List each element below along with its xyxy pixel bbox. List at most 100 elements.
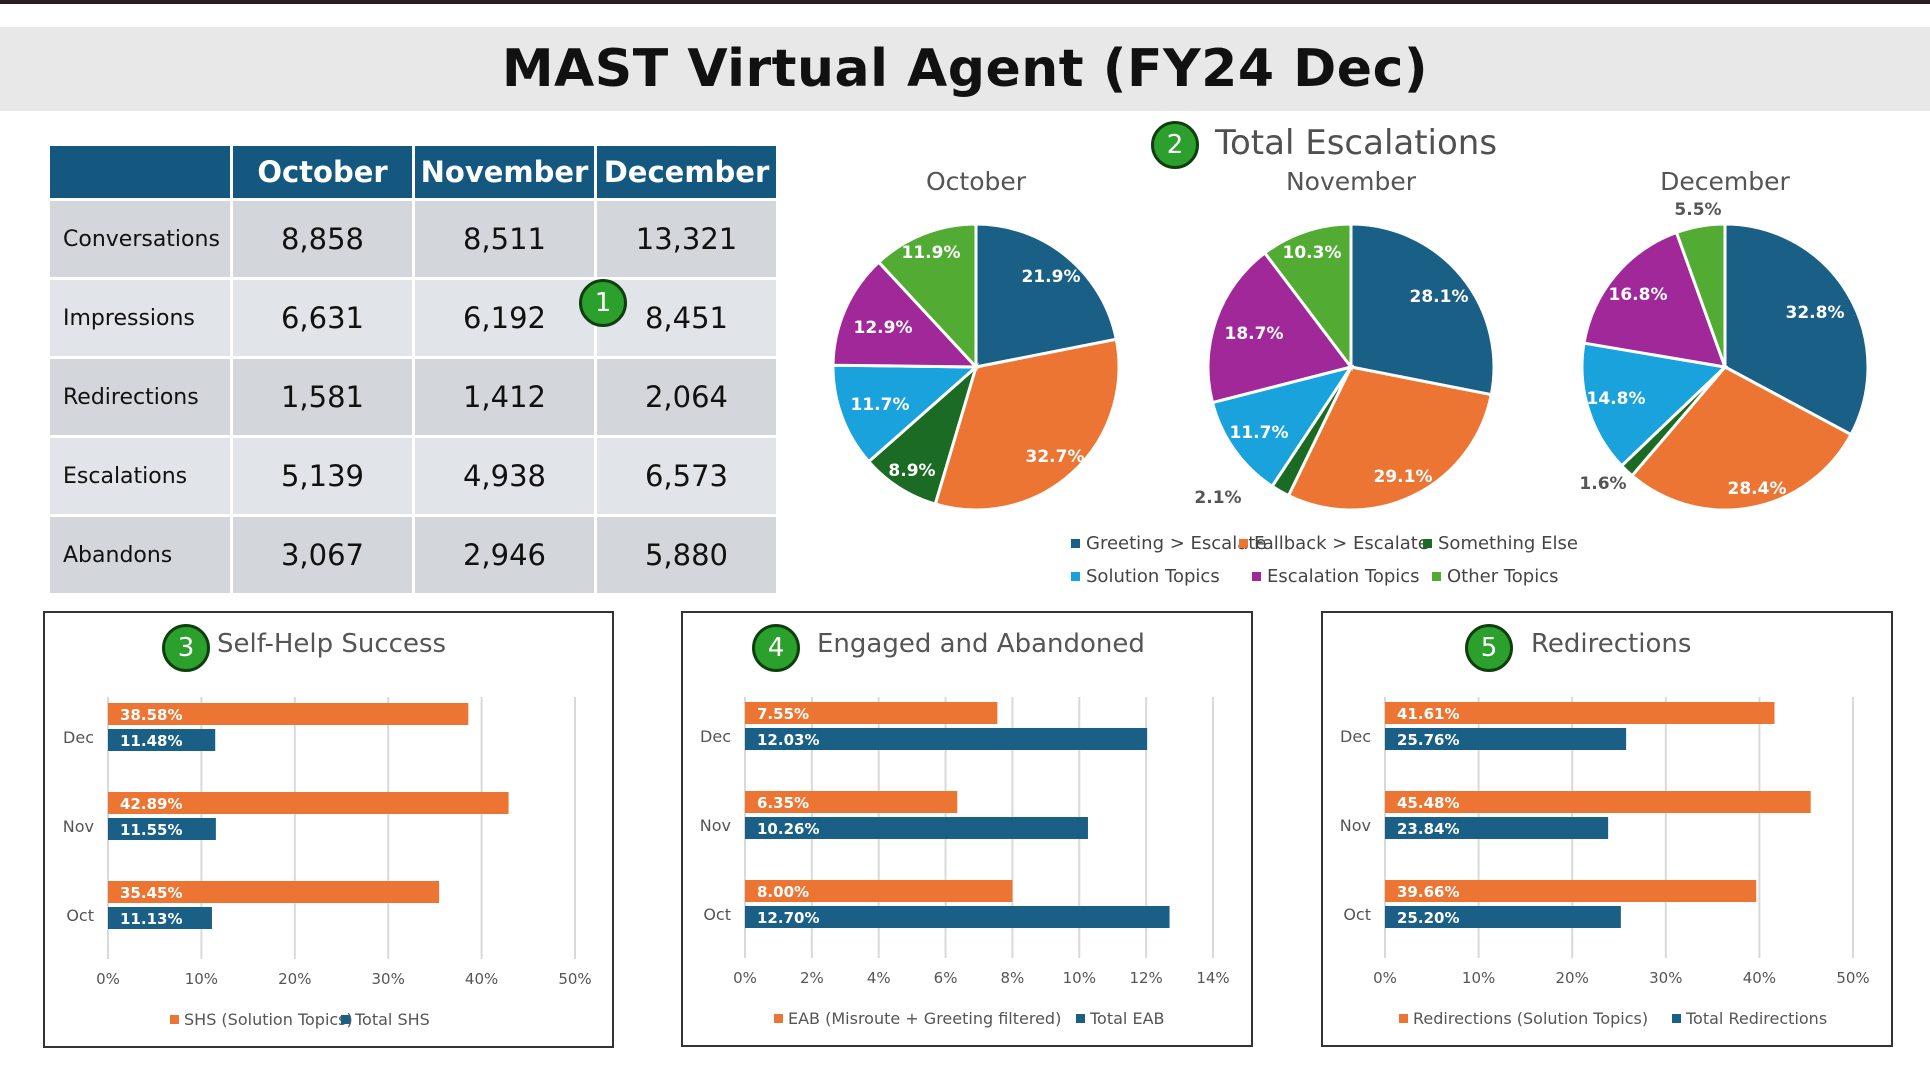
table-cell: 1,412	[415, 359, 594, 435]
pie-data-label: 16.8%	[1609, 285, 1668, 305]
legend-swatch	[1399, 1014, 1408, 1023]
table-header-row: October November December	[50, 146, 776, 198]
escalations-legend: Greeting > EscalateFallback > Escalate So…	[1071, 533, 1578, 587]
row-label: Impressions	[50, 280, 230, 356]
x-tick-label: 10%	[1063, 969, 1096, 987]
engaged-chart: 0% 2% 4% 6% 8% 10% 12% 14% Dec 7.55% 12.03% Nov 6.35…	[700, 697, 1230, 1028]
pie-slice	[1674, 222, 1727, 368]
bar	[108, 703, 469, 725]
legend-item: Escalation Topics	[1252, 566, 1432, 587]
x-tick-label: 30%	[1649, 969, 1682, 987]
legend-swatch	[170, 1015, 179, 1024]
pie-data-label: 28.1%	[1410, 287, 1469, 307]
table-cell: 2,946	[415, 517, 594, 593]
x-tick-label: 30%	[372, 970, 405, 988]
bar	[745, 728, 1148, 750]
legend-swatch	[1672, 1014, 1681, 1023]
pie-slice	[1286, 365, 1494, 512]
x-tick-label: 10%	[185, 970, 218, 988]
table-cell: 2,064	[597, 359, 776, 435]
pie-data-label: 5.5%	[1674, 200, 1721, 220]
legend-item: Fallback > Escalate	[1239, 533, 1429, 554]
table-header-corner	[50, 146, 230, 198]
badge-4: 4	[752, 624, 800, 672]
engaged-title: Engaged and Abandoned	[817, 629, 1145, 659]
row-label: Abandons	[50, 517, 230, 593]
bar-data-label: 11.13%	[120, 910, 182, 928]
self-help-chart: 0% 10% 20% 30% 40% 50% Dec 38.58% 11.48% Nov 42.89…	[63, 697, 592, 1029]
bar-data-label: 7.55%	[757, 705, 809, 723]
bar	[745, 906, 1170, 928]
bar	[108, 792, 509, 814]
pie-data-label: 32.8%	[1786, 303, 1845, 323]
pie-slice	[866, 362, 979, 506]
legend-label: Solution Topics	[1086, 566, 1220, 587]
legend-label: Total Redirections	[1685, 1009, 1827, 1028]
pie-data-label: 29.1%	[1374, 467, 1433, 487]
y-category-label: Nov	[63, 817, 94, 836]
bar-data-label: 35.45%	[120, 884, 182, 902]
bar	[108, 881, 440, 903]
x-tick-label: 40%	[465, 970, 498, 988]
x-tick-label: 20%	[1556, 969, 1589, 987]
pie-slice	[1349, 222, 1496, 397]
legend-label: Greeting > Escalate	[1086, 533, 1267, 554]
x-tick-label: 0%	[96, 970, 120, 988]
bar	[1385, 880, 1757, 902]
top-border	[0, 0, 1930, 4]
legend-item: Solution Topics	[1071, 566, 1252, 587]
table-row: Abandons 3,067 2,946 5,880	[50, 517, 776, 593]
legend-label: SHS (Solution Topics)	[184, 1010, 353, 1029]
pie-slice	[831, 363, 980, 464]
x-tick-label: 10%	[1462, 969, 1495, 987]
legend-item: Other Topics	[1432, 566, 1558, 587]
table-cell: 3,067	[233, 517, 412, 593]
x-tick-label: 40%	[1743, 969, 1776, 987]
y-category-label: Oct	[1343, 905, 1371, 924]
bar	[745, 817, 1088, 839]
pie-slice	[1582, 230, 1728, 369]
legend-swatch	[1071, 539, 1080, 548]
pie-slice	[1262, 222, 1353, 372]
bar-data-label: 8.00%	[757, 883, 809, 901]
pie-slice	[1723, 222, 1870, 437]
table-row: Conversations 8,858 8,511 13,321	[50, 201, 776, 277]
self-help-panel: 3 Self-Help Success 0% 10% 20% 30% 40% 50% Dec…	[43, 611, 614, 1048]
legend-swatch	[774, 1014, 783, 1023]
engaged-panel: 4 Engaged and Abandoned 0% 2% 4% 6% 8% 10% 12%…	[681, 611, 1253, 1047]
y-category-label: Dec	[700, 727, 731, 746]
legend-swatch	[1252, 572, 1261, 581]
pie-slice	[1210, 364, 1355, 489]
legend-swatch	[1423, 539, 1432, 548]
pie-slice	[933, 337, 1121, 512]
legend-label: Redirections (Solution Topics)	[1413, 1009, 1648, 1028]
pie-title: October	[926, 167, 1027, 196]
table-cell: 1,581	[233, 359, 412, 435]
bar-data-label: 10.26%	[757, 820, 819, 838]
bar-data-label: 12.70%	[757, 909, 819, 927]
bar	[1385, 702, 1775, 724]
pie-slice	[1270, 366, 1353, 498]
table-header-december: December	[597, 146, 776, 198]
y-category-label: Dec	[1340, 727, 1371, 746]
x-tick-label: 4%	[867, 969, 891, 987]
table-cell: 6,192	[415, 280, 594, 356]
bar	[1385, 906, 1621, 928]
bar-data-label: 45.48%	[1397, 794, 1459, 812]
table-cell: 8,451	[597, 280, 776, 356]
legend-label: Total SHS	[354, 1010, 430, 1029]
escalations-title: Total Escalations	[1215, 123, 1498, 163]
table-header-october: October	[233, 146, 412, 198]
x-tick-label: 20%	[278, 970, 311, 988]
legend-label: Something Else	[1438, 533, 1578, 554]
bar	[1385, 791, 1811, 813]
table-cell: 13,321	[597, 201, 776, 277]
bar-data-label: 12.03%	[757, 731, 819, 749]
legend-item: Something Else	[1423, 533, 1578, 554]
pie-data-label: 32.7%	[1026, 447, 1085, 467]
pie-data-label: 8.9%	[888, 461, 935, 481]
x-tick-label: 50%	[558, 970, 591, 988]
legend-row: Greeting > EscalateFallback > Escalate So…	[1071, 533, 1578, 554]
bar-data-label: 25.76%	[1397, 731, 1459, 749]
y-category-label: Oct	[703, 905, 731, 924]
